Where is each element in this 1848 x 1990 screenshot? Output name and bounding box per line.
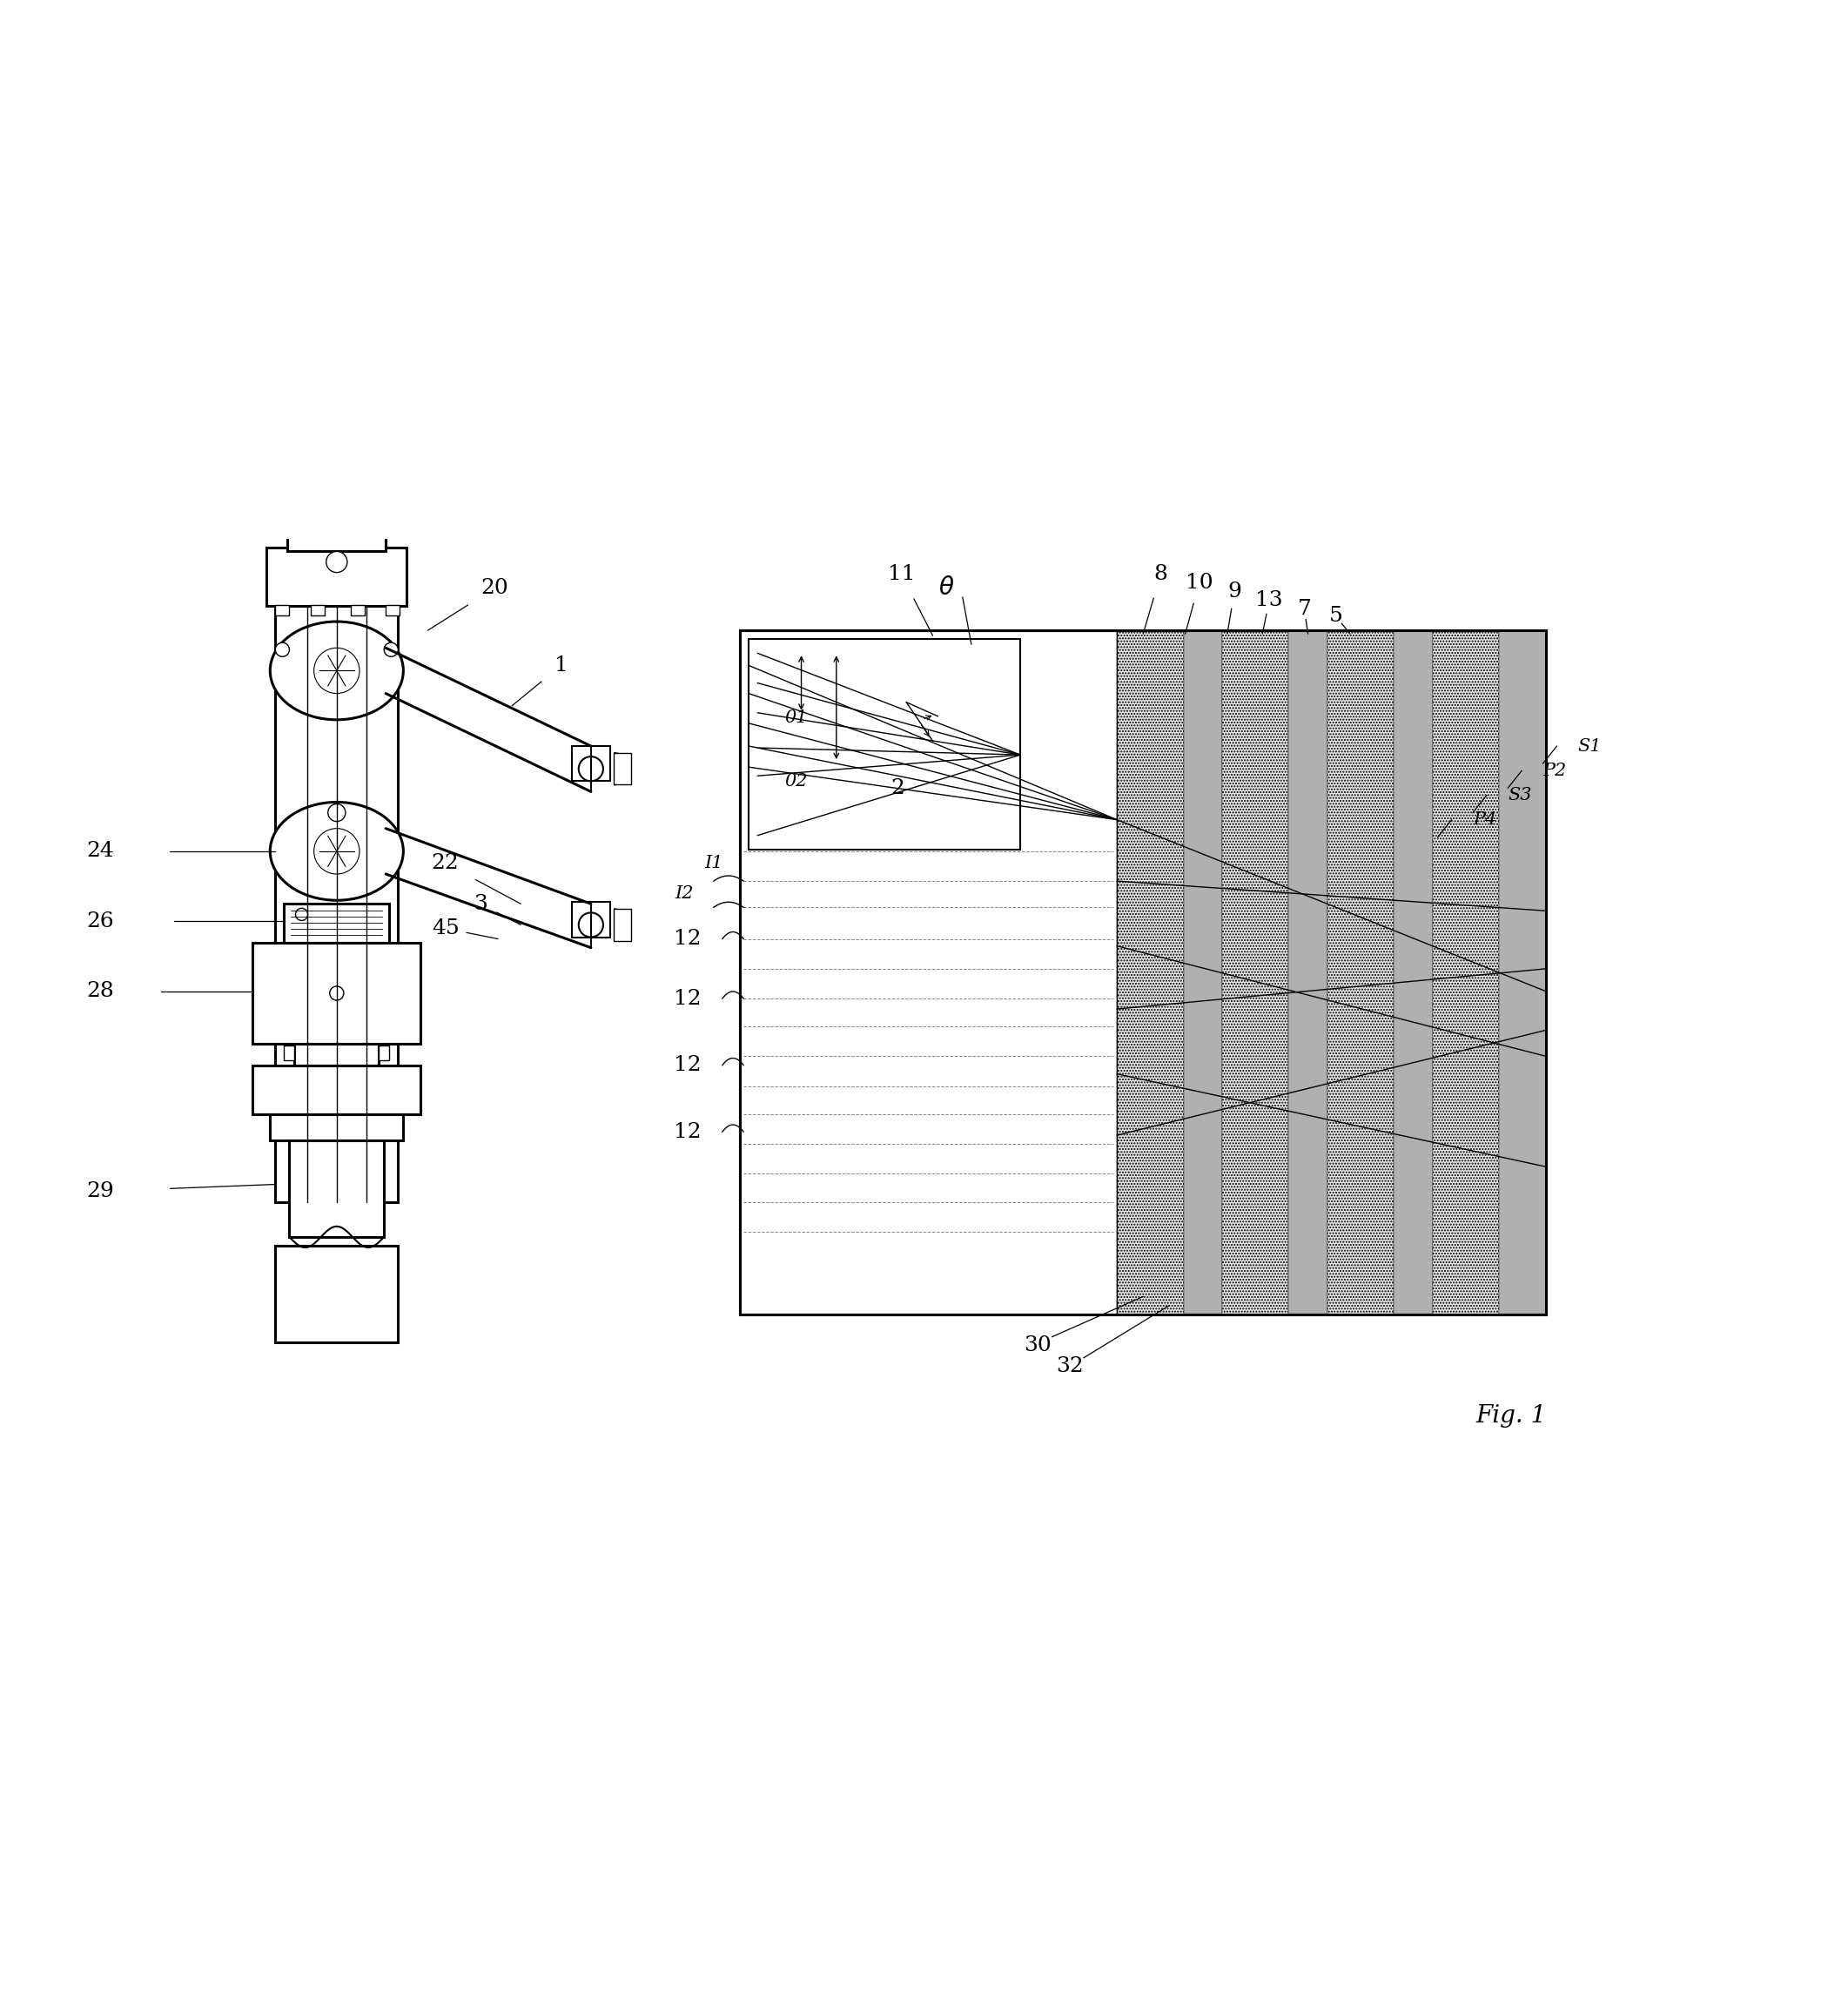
Text: I2: I2 <box>675 886 693 901</box>
Text: 29: 29 <box>87 1182 115 1202</box>
Bar <box>285 903 390 943</box>
Bar <box>1432 631 1499 1313</box>
Circle shape <box>296 907 309 921</box>
Text: 22: 22 <box>432 854 458 874</box>
Bar <box>1116 631 1183 1313</box>
Text: 24: 24 <box>87 842 115 862</box>
Text: 45: 45 <box>432 917 458 939</box>
Bar <box>571 901 610 937</box>
Bar <box>266 547 407 605</box>
Text: S3: S3 <box>1508 786 1532 804</box>
Text: 8: 8 <box>1153 565 1168 585</box>
Bar <box>275 1246 397 1341</box>
Text: I1: I1 <box>704 856 723 872</box>
Text: 12: 12 <box>673 989 700 1009</box>
Text: 11: 11 <box>887 565 915 585</box>
Text: 5: 5 <box>1329 607 1343 627</box>
Bar <box>739 631 1547 1313</box>
Bar <box>351 605 364 615</box>
Bar <box>379 1047 390 1061</box>
Bar <box>288 533 386 551</box>
Text: 2: 2 <box>891 778 906 798</box>
Text: 3: 3 <box>473 894 488 913</box>
Bar <box>290 1140 384 1238</box>
Bar <box>614 909 632 941</box>
Bar <box>270 1114 403 1140</box>
Bar <box>571 746 610 782</box>
Ellipse shape <box>270 802 403 899</box>
Text: Fig. 1: Fig. 1 <box>1477 1405 1547 1427</box>
Text: P4: P4 <box>1473 812 1497 828</box>
Text: 12: 12 <box>673 929 700 949</box>
Circle shape <box>384 643 397 657</box>
Circle shape <box>329 987 344 1001</box>
Ellipse shape <box>270 621 403 720</box>
Bar <box>386 605 399 615</box>
Circle shape <box>578 756 602 782</box>
Bar <box>748 639 1020 850</box>
Bar <box>739 631 1547 1313</box>
Text: 7: 7 <box>1297 599 1312 619</box>
Circle shape <box>327 551 347 573</box>
Bar <box>253 1065 421 1114</box>
Circle shape <box>275 643 290 657</box>
Bar <box>1393 631 1432 1313</box>
Bar <box>1222 631 1288 1313</box>
Text: $\theta$: $\theta$ <box>939 577 955 601</box>
Circle shape <box>314 828 360 874</box>
Text: 12: 12 <box>673 1055 700 1075</box>
Bar <box>614 752 632 784</box>
Text: 28: 28 <box>87 981 115 1001</box>
Bar <box>253 943 421 1045</box>
Bar <box>275 605 397 1202</box>
Text: 1: 1 <box>554 655 567 675</box>
Text: 32: 32 <box>1055 1357 1083 1377</box>
Text: 02: 02 <box>785 772 808 790</box>
Bar <box>1183 631 1222 1313</box>
Circle shape <box>578 913 602 937</box>
Text: 12: 12 <box>673 1122 700 1142</box>
Text: 9: 9 <box>1227 581 1242 601</box>
Bar <box>1499 631 1547 1313</box>
Bar <box>1327 631 1393 1313</box>
Text: P2: P2 <box>1543 762 1567 778</box>
Bar <box>285 1047 294 1061</box>
Text: 26: 26 <box>87 911 115 931</box>
Text: 30: 30 <box>1024 1335 1052 1355</box>
Bar <box>294 1045 379 1065</box>
Circle shape <box>327 804 346 822</box>
Text: 20: 20 <box>480 579 508 599</box>
Circle shape <box>314 649 360 693</box>
Text: 13: 13 <box>1255 591 1283 611</box>
Bar <box>310 605 325 615</box>
Bar <box>275 605 290 615</box>
Text: S1: S1 <box>1578 738 1602 754</box>
Text: 01: 01 <box>785 710 808 726</box>
Bar <box>1288 631 1327 1313</box>
Circle shape <box>331 951 342 961</box>
Text: 10: 10 <box>1185 573 1212 593</box>
